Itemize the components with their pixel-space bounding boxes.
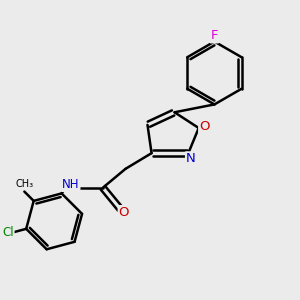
Text: Cl: Cl xyxy=(2,226,14,239)
Text: NH: NH xyxy=(62,178,80,191)
Text: CH₃: CH₃ xyxy=(15,179,33,189)
Text: F: F xyxy=(211,29,218,42)
Text: O: O xyxy=(199,120,210,133)
Text: N: N xyxy=(186,152,196,165)
Text: O: O xyxy=(119,206,129,219)
